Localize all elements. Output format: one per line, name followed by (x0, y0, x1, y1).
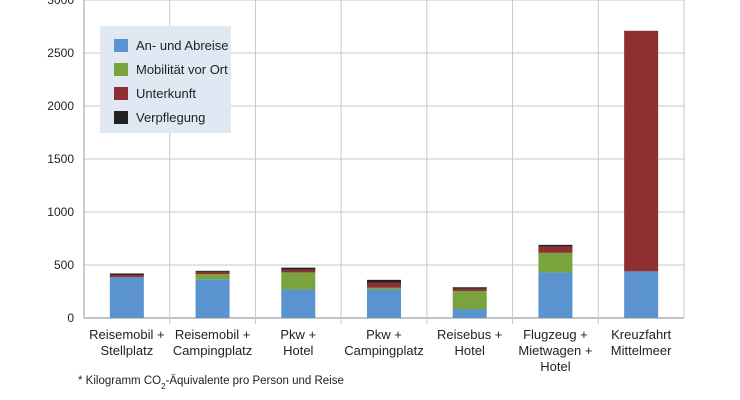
x-category-label: Pkw + (366, 327, 402, 342)
legend-swatch (114, 87, 128, 100)
bar-segment (367, 282, 401, 288)
bar-segment (109, 273, 144, 276)
bar-segment (367, 279, 401, 283)
bar-segment (367, 289, 401, 318)
bar-segment (624, 271, 659, 318)
y-tick-label: 2000 (47, 99, 74, 113)
bar-segment (195, 270, 230, 272)
footnote: * Kilogramm CO2-Äquivalente pro Person u… (78, 375, 344, 391)
bar-segment (281, 272, 316, 290)
bar-segment (538, 244, 573, 247)
legend-label: Mobilität vor Ort (136, 62, 228, 77)
y-tick-label: 1000 (47, 205, 74, 219)
bar-segment (538, 246, 573, 253)
x-category-label: Kreuzfahrt (611, 327, 671, 342)
bar-segment (195, 279, 230, 318)
category-separators (169, 0, 599, 324)
legend: An- und Abreise Mobilität vor Ort Unterkun… (100, 26, 231, 133)
x-category-label: Mietwagen + (518, 343, 592, 358)
y-tick-label: 2500 (47, 46, 74, 60)
legend-swatch (114, 63, 128, 76)
x-category-label: Hotel (540, 359, 570, 374)
bar-segment (281, 267, 316, 270)
footnote-prefix: * Kilogramm CO (78, 375, 161, 387)
x-category-label: Flugzeug + (523, 327, 588, 342)
x-category-label: Stellplatz (100, 343, 153, 358)
x-category-label: Campingplatz (344, 343, 424, 358)
bar-segment (281, 269, 316, 273)
bar-segment (109, 277, 144, 318)
legend-swatch (114, 39, 128, 52)
y-axis: 0 500 1000 1500 2000 2500 3000 (47, 0, 74, 325)
legend-label: Unterkunft (136, 86, 196, 101)
footnote-subscript: 2 (161, 382, 166, 391)
y-tick-label: 3000 (47, 0, 74, 7)
x-category-label: Hotel (283, 343, 313, 358)
bar-segment (624, 30, 659, 272)
x-category-label: Pkw + (280, 327, 316, 342)
x-category-label: Reisebus + (437, 327, 502, 342)
footnote-suffix: -Äquivalente pro Person und Reise (166, 375, 344, 387)
x-category-label: Hotel (455, 343, 485, 358)
legend-label: Verpflegung (136, 110, 205, 125)
bar-segment (195, 274, 230, 280)
bar-segment (281, 289, 316, 318)
bar-segment (452, 288, 487, 291)
bar-segment (367, 287, 401, 290)
bar-segment (538, 272, 573, 318)
bars (109, 30, 659, 318)
legend-swatch (114, 111, 128, 124)
x-category-label: Campingplatz (173, 343, 253, 358)
y-tick-label: 500 (54, 258, 74, 272)
bar-segment (452, 287, 487, 289)
bar-segment (195, 271, 230, 275)
y-tick-label: 1500 (47, 152, 74, 166)
legend-label: An- und Abreise (136, 38, 229, 53)
bar-segment (452, 290, 487, 309)
bar-segment (452, 308, 487, 318)
bar-segment (538, 252, 573, 273)
bar-segment (109, 275, 144, 278)
y-tick-label: 0 (67, 311, 74, 325)
x-category-label: Reisemobil + (89, 327, 165, 342)
x-category-label: Reisemobil + (175, 327, 251, 342)
x-category-label: Mittelmeer (611, 343, 672, 358)
